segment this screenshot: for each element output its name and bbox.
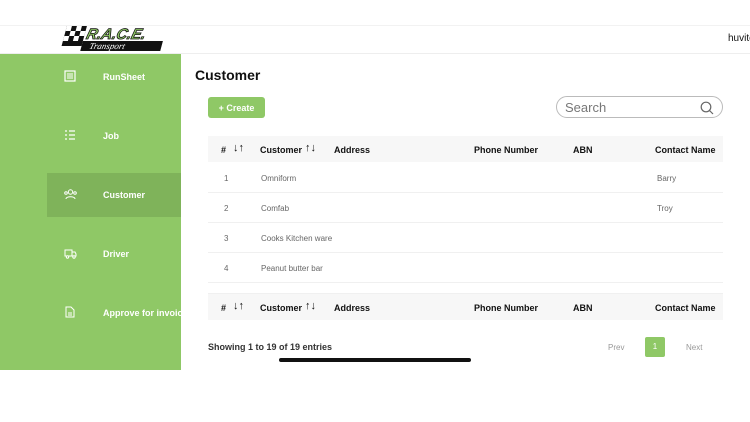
table-header: # ↓↑ Customer ↑↓ Address Phone Number AB… [208,136,723,162]
table-footer-header: # ↓↑ Customer ↑↓ Address Phone Number AB… [208,294,723,320]
sort-icon[interactable]: ↓↑ [233,142,244,154]
home-indicator [279,358,471,362]
sidebar-item-label: Approve for invoicing [103,308,181,318]
table-row[interactable]: 2 Comfab Troy [208,193,723,223]
sidebar-item-runsheet[interactable]: RunSheet [47,55,181,99]
prev-page-button[interactable]: Prev [608,343,625,352]
cell-num: 2 [224,204,229,213]
search-icon[interactable] [700,101,714,115]
next-page-button[interactable]: Next [686,343,703,352]
column-header-contact: Contact Name [655,303,716,313]
table-row[interactable]: 4 Peanut butter bar [208,253,723,283]
column-header-customer[interactable]: Customer [260,303,303,313]
sidebar-item-label: Driver [103,249,130,259]
column-header-phone: Phone Number [474,303,539,313]
svg-text:R.A.C.E.: R.A.C.E. [84,26,148,43]
table-row[interactable] [208,283,723,294]
column-header-number[interactable]: # [221,303,227,313]
column-header-number[interactable]: # [221,145,227,155]
column-header-phone: Phone Number [474,145,539,155]
race-transport-logo[interactable]: R.A.C.E. Transport [60,22,168,54]
list-icon [65,130,75,140]
truck-icon [64,249,77,259]
column-header-abn: ABN [573,145,593,155]
cell-customer: Cooks Kitchen ware [261,234,333,243]
cell-num: 3 [224,234,229,243]
column-header-address: Address [334,303,371,313]
page-title: Customer [195,67,261,83]
sort-icon[interactable]: ↓↑ [233,300,244,312]
users-icon [64,189,77,200]
sort-icon[interactable]: ↑↓ [305,300,316,312]
sidebar-item-driver[interactable]: Driver [47,232,181,276]
page-1-button[interactable]: 1 [645,337,665,357]
cell-customer: Omniform [261,174,297,183]
cell-num: 1 [224,174,229,183]
sidebar-item-label: Job [103,131,120,141]
sidebar-item-job[interactable]: Job [47,114,181,158]
search-box [556,96,723,118]
sidebar-item-approve-for-invoicing[interactable]: Approve for invoicing [47,291,181,335]
column-header-contact: Contact Name [655,145,716,155]
runsheet-icon [64,70,76,82]
sidebar-item-label: Customer [103,190,146,200]
sidebar-item-customer[interactable]: Customer [47,173,181,217]
sort-icon[interactable]: ↑↓ [305,142,316,154]
document-icon [65,306,75,318]
table-row[interactable]: 1 Omniform Barry [208,163,723,193]
user-name[interactable]: huvite [728,33,750,44]
cell-customer: Comfab [261,204,290,213]
column-header-abn: ABN [573,303,593,313]
cell-customer: Peanut butter bar [261,264,323,273]
search-input[interactable] [565,100,695,115]
cell-contact: Barry [657,174,677,183]
create-button[interactable]: + Create [208,97,265,118]
sidebar: RunSheet Job Customer Driver Approve for… [0,54,181,370]
table-row[interactable]: 3 Cooks Kitchen ware [208,223,723,253]
entries-info: Showing 1 to 19 of 19 entries [208,342,333,352]
column-header-customer[interactable]: Customer [260,145,303,155]
sidebar-item-label: RunSheet [103,72,146,82]
cell-contact: Troy [657,204,673,213]
cell-num: 4 [224,264,229,273]
column-header-address: Address [334,145,371,155]
svg-text:Transport: Transport [88,41,127,51]
